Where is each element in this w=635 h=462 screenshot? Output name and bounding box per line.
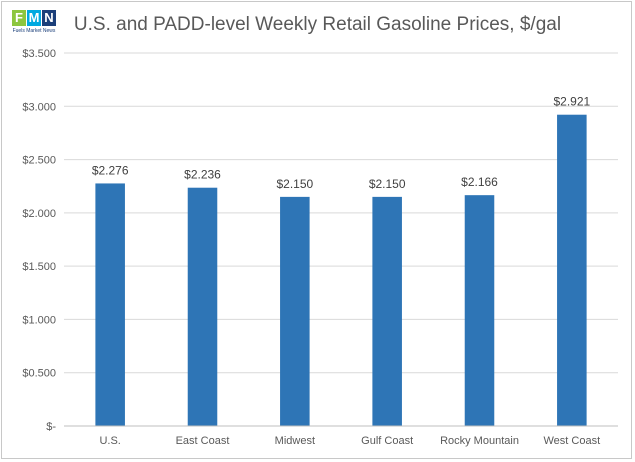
y-tick-label: $3.000 <box>22 101 56 113</box>
chart-title: U.S. and PADD-level Weekly Retail Gasoli… <box>73 14 562 35</box>
x-tick-label: West Coast <box>544 435 601 447</box>
x-tick-label: East Coast <box>176 435 230 447</box>
bars <box>95 114 587 426</box>
x-tick-label: Rocky Mountain <box>440 435 519 447</box>
axes: $- $0.500 $1.000 $1.500 $2.000 $2.500 $3.000 $3… <box>22 48 618 447</box>
logo-letter-m: M <box>28 10 40 25</box>
x-tick-label: U.S. <box>99 435 120 447</box>
y-tick-label: $1.500 <box>22 261 56 273</box>
bar <box>464 195 495 426</box>
fmn-logo: F M N Fuels Market News <box>10 8 58 36</box>
logo-block-2 <box>27 10 41 26</box>
logo-block-3 <box>42 10 56 26</box>
bar <box>557 114 587 426</box>
y-tick-label: $2.000 <box>22 208 56 220</box>
y-tick-label: $- <box>46 421 56 433</box>
data-labels: $2.276 $2.236 $2.150 $2.150 $2.166 $2.921 <box>92 95 591 191</box>
y-tick-label: $2.500 <box>22 155 56 167</box>
x-tick-label: Gulf Coast <box>361 435 413 447</box>
logo-letter-n: N <box>44 10 54 25</box>
logo-letter-f: F <box>15 10 23 25</box>
data-label: $2.921 <box>553 95 590 109</box>
y-tick-label: $3.500 <box>22 48 56 60</box>
y-tick-label: $0.500 <box>22 368 56 380</box>
bar <box>187 187 218 426</box>
data-label: $2.166 <box>461 175 498 189</box>
data-label: $2.150 <box>276 177 313 191</box>
data-label: $2.276 <box>92 163 129 177</box>
bar <box>95 183 125 426</box>
data-label: $2.236 <box>184 168 221 182</box>
y-tick-label: $1.000 <box>22 314 56 326</box>
data-label: $2.150 <box>369 177 406 191</box>
gridlines <box>64 52 618 374</box>
bar <box>280 196 310 426</box>
logo-block-1 <box>12 10 26 26</box>
bar <box>372 196 402 426</box>
x-tick-label: Midwest <box>275 435 315 447</box>
logo-tagline: Fuels Market News <box>12 28 56 34</box>
